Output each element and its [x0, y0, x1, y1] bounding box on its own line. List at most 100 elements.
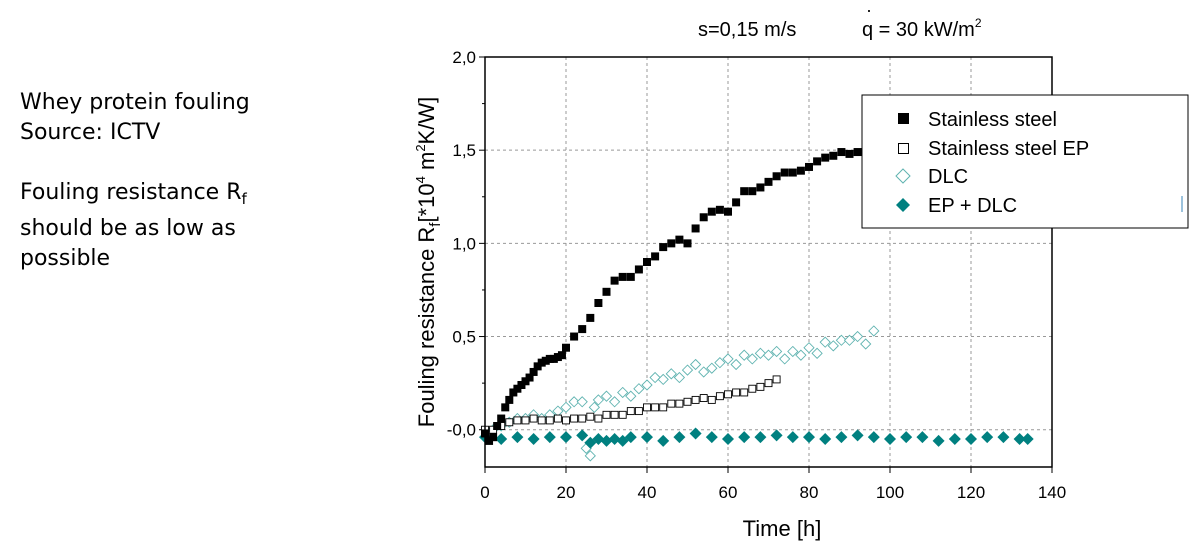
- data-point: [764, 379, 773, 388]
- data-point: [732, 198, 741, 207]
- data-point: [707, 207, 716, 216]
- legend-label: Stainless steel EP: [928, 138, 1089, 160]
- note-topic: Whey protein fouling: [20, 90, 250, 115]
- data-point: [521, 377, 530, 386]
- x-tick-label: 80: [800, 483, 819, 502]
- data-point: [505, 395, 514, 404]
- data-point: [819, 336, 831, 348]
- note-line4: should be as low as: [20, 216, 236, 241]
- data-point: [738, 349, 750, 361]
- data-point: [643, 403, 651, 412]
- data-point: [608, 433, 621, 446]
- data-point: [764, 177, 773, 186]
- data-point: [545, 354, 554, 363]
- data-point: [779, 353, 791, 365]
- data-point: [513, 384, 522, 393]
- data-point: [691, 224, 700, 233]
- data-point: [618, 410, 627, 419]
- data-point: [634, 407, 643, 416]
- data-point: [948, 433, 961, 446]
- data-point: [722, 433, 734, 446]
- data-point: [541, 356, 550, 365]
- data-point: [772, 375, 781, 384]
- data-point: [981, 431, 994, 444]
- data-point: [578, 325, 587, 334]
- data-point: [851, 429, 864, 442]
- data-point: [699, 394, 708, 402]
- data-point: [699, 213, 708, 222]
- data-point: [641, 431, 653, 444]
- data-point: [787, 345, 799, 358]
- data-point: [860, 338, 872, 350]
- data-point: [780, 168, 789, 177]
- data-point: [835, 334, 848, 346]
- data-point: [829, 151, 838, 160]
- svg-text:q = 30 kW/m2: q = 30 kW/m2: [862, 16, 982, 41]
- data-point: [543, 431, 556, 444]
- data-point: [681, 364, 694, 376]
- legend-item-stainless-steel-ep: Stainless steel EP: [898, 138, 1089, 160]
- data-point: [884, 433, 896, 446]
- data-point: [576, 396, 588, 408]
- data-point: [813, 157, 822, 166]
- data-point: [610, 410, 619, 419]
- legend-item-stainless-steel: Stainless steel: [898, 109, 1057, 131]
- data-point: [511, 431, 524, 444]
- data-point: [641, 379, 653, 391]
- data-point: [584, 450, 596, 462]
- data-point: [509, 388, 518, 397]
- data-point: [740, 388, 749, 397]
- data-point: [633, 383, 645, 395]
- note-source: Source: ICTV: [20, 120, 161, 145]
- legend-item-ep-dlc: EP + DLC: [896, 195, 1017, 217]
- data-point: [722, 353, 734, 365]
- data-point: [588, 401, 600, 414]
- data-point: [626, 272, 635, 281]
- series-stainless-steel: [481, 146, 878, 445]
- data-point: [843, 334, 856, 346]
- data-point: [689, 427, 702, 440]
- data-point: [997, 431, 1010, 444]
- x-tick-label: 60: [719, 483, 738, 502]
- data-point: [557, 351, 566, 360]
- y-tick-label: 1,0: [452, 234, 476, 253]
- chart-title-heatflux: · q = 30 kW/m2: [862, 0, 982, 41]
- series-stainless-steel-ep: [481, 375, 781, 434]
- data-point: [867, 431, 880, 444]
- data-point: [667, 239, 676, 248]
- data-point: [706, 362, 718, 374]
- data-point: [649, 371, 661, 384]
- series-ep-dlc: [479, 427, 1034, 449]
- data-point: [730, 358, 742, 371]
- data-point: [617, 386, 629, 399]
- data-point: [586, 313, 595, 322]
- data-point: [835, 431, 848, 444]
- data-point: [594, 299, 603, 307]
- data-point: [786, 431, 799, 444]
- x-tick-label: 40: [638, 483, 657, 502]
- data-point: [586, 412, 595, 421]
- x-tick-label: 140: [1038, 483, 1066, 502]
- data-point: [691, 395, 700, 404]
- data-point: [659, 403, 668, 412]
- data-point: [562, 343, 570, 352]
- data-point: [610, 276, 619, 285]
- data-point: [529, 414, 538, 423]
- data-point: [803, 431, 815, 444]
- data-point: [600, 434, 613, 447]
- data-point: [770, 345, 783, 358]
- data-point: [495, 433, 508, 446]
- data-point: [770, 429, 783, 442]
- data-point: [643, 258, 651, 266]
- data-point: [673, 371, 686, 384]
- y-tick-label: 1,5: [452, 141, 476, 160]
- data-point: [667, 399, 676, 408]
- data-point: [592, 394, 605, 406]
- data-point: [608, 396, 621, 408]
- note-resistance: Fouling resistance Rf: [20, 180, 247, 208]
- data-point: [916, 431, 929, 444]
- data-point: [900, 431, 913, 444]
- data-point: [497, 414, 506, 423]
- data-point: [489, 433, 498, 442]
- data-point: [851, 330, 864, 343]
